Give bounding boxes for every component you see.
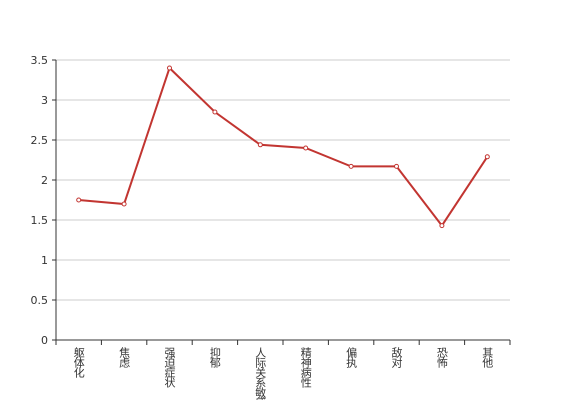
x-tick-label: 抑郁: [208, 346, 221, 368]
y-tick-label: 3: [41, 94, 48, 107]
point: [394, 163, 399, 169]
y-tick-label: 1: [41, 254, 48, 267]
point: [484, 154, 490, 160]
y-tick-label: 2.5: [31, 134, 49, 147]
line: [78, 66, 489, 228]
y-tick-label: 0.5: [31, 294, 49, 307]
x-tick-label: 强迫症状: [163, 347, 176, 388]
x-tick-label: 其他: [481, 347, 494, 368]
point: [348, 163, 354, 169]
x-tick-label: 敌对: [390, 346, 403, 368]
y-tick-label: 0: [41, 334, 48, 347]
x-tick-label: 精神病性: [299, 347, 312, 389]
x-tick-label: 恐怖: [435, 347, 448, 368]
y-tick-label: 1.5: [31, 214, 49, 227]
point: [303, 145, 309, 151]
point: [212, 109, 218, 115]
point: [76, 197, 82, 203]
y-tick-label: 3.5: [31, 54, 49, 67]
point: [257, 142, 263, 148]
x-tick-label: 偏执: [345, 346, 358, 369]
x-tick-label: 躯体化: [72, 347, 85, 379]
point: [121, 201, 127, 207]
x-tick-label: 焦虑: [118, 347, 131, 368]
y-tick-label: 2: [41, 174, 48, 187]
point: [439, 223, 445, 229]
point: [167, 65, 172, 71]
x-tick-label: 人际关系敏感: [254, 347, 267, 400]
